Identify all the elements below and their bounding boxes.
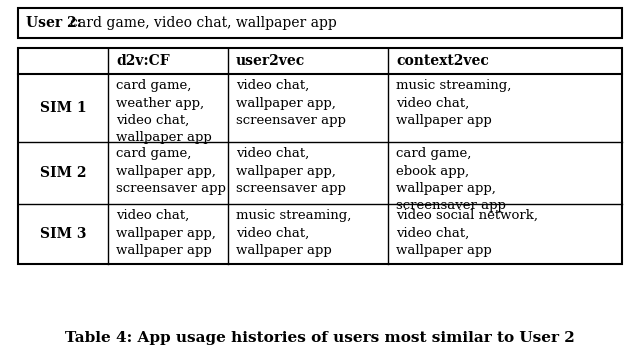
Text: User 2:: User 2: bbox=[26, 16, 82, 30]
Text: music streaming,
video chat,
wallpaper app: music streaming, video chat, wallpaper a… bbox=[396, 79, 511, 127]
Text: card game,
ebook app,
wallpaper app,
screensaver app: card game, ebook app, wallpaper app, scr… bbox=[396, 147, 506, 213]
Bar bbox=[18, 48, 622, 264]
Text: d2v:CF: d2v:CF bbox=[116, 54, 170, 68]
Text: Table 4: App usage histories of users most similar to User 2: Table 4: App usage histories of users mo… bbox=[65, 331, 575, 345]
Text: music streaming,
video chat,
wallpaper app: music streaming, video chat, wallpaper a… bbox=[236, 209, 351, 257]
Text: video chat,
wallpaper app,
screensaver app: video chat, wallpaper app, screensaver a… bbox=[236, 147, 346, 195]
Text: SIM 1: SIM 1 bbox=[40, 101, 86, 115]
Text: card game,
weather app,
video chat,
wallpaper app: card game, weather app, video chat, wall… bbox=[116, 79, 212, 145]
Text: video chat,
wallpaper app,
wallpaper app: video chat, wallpaper app, wallpaper app bbox=[116, 209, 216, 257]
Bar bbox=[18, 8, 622, 38]
Text: card game, video chat, wallpaper app: card game, video chat, wallpaper app bbox=[70, 16, 337, 30]
Text: SIM 2: SIM 2 bbox=[40, 166, 86, 180]
Text: card game,
wallpaper app,
screensaver app: card game, wallpaper app, screensaver ap… bbox=[116, 147, 226, 195]
Text: user2vec: user2vec bbox=[236, 54, 305, 68]
Text: video chat,
wallpaper app,
screensaver app: video chat, wallpaper app, screensaver a… bbox=[236, 79, 346, 127]
Text: context2vec: context2vec bbox=[396, 54, 489, 68]
Text: video social network,
video chat,
wallpaper app: video social network, video chat, wallpa… bbox=[396, 209, 538, 257]
Text: SIM 3: SIM 3 bbox=[40, 227, 86, 241]
